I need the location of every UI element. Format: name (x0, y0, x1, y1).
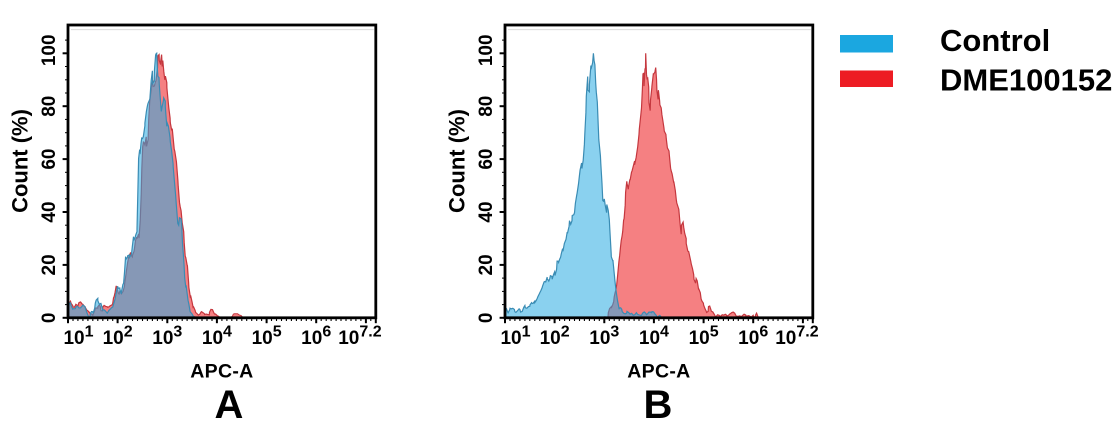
svg-text:20: 20 (39, 254, 60, 275)
svg-text:Count (%): Count (%) (445, 109, 470, 213)
svg-text:DME100152: DME100152 (940, 63, 1112, 98)
svg-text:40: 40 (39, 201, 60, 222)
svg-text:80: 80 (39, 96, 60, 117)
svg-text:20: 20 (476, 254, 497, 275)
svg-text:A: A (215, 383, 244, 427)
svg-text:40: 40 (476, 201, 497, 222)
svg-text:60: 60 (39, 149, 60, 170)
svg-text:B: B (644, 383, 673, 427)
svg-text:APC-A: APC-A (190, 361, 253, 383)
svg-text:103: 103 (589, 323, 619, 349)
svg-text:Count (%): Count (%) (8, 109, 33, 213)
svg-text:0: 0 (476, 313, 497, 324)
svg-text:80: 80 (476, 96, 497, 117)
svg-text:100: 100 (39, 34, 60, 66)
svg-text:100: 100 (476, 34, 497, 66)
svg-text:Control: Control (940, 23, 1050, 58)
svg-text:APC-A: APC-A (627, 361, 690, 383)
svg-text:103: 103 (152, 323, 182, 349)
svg-text:0: 0 (39, 313, 60, 324)
svg-text:60: 60 (476, 149, 497, 170)
